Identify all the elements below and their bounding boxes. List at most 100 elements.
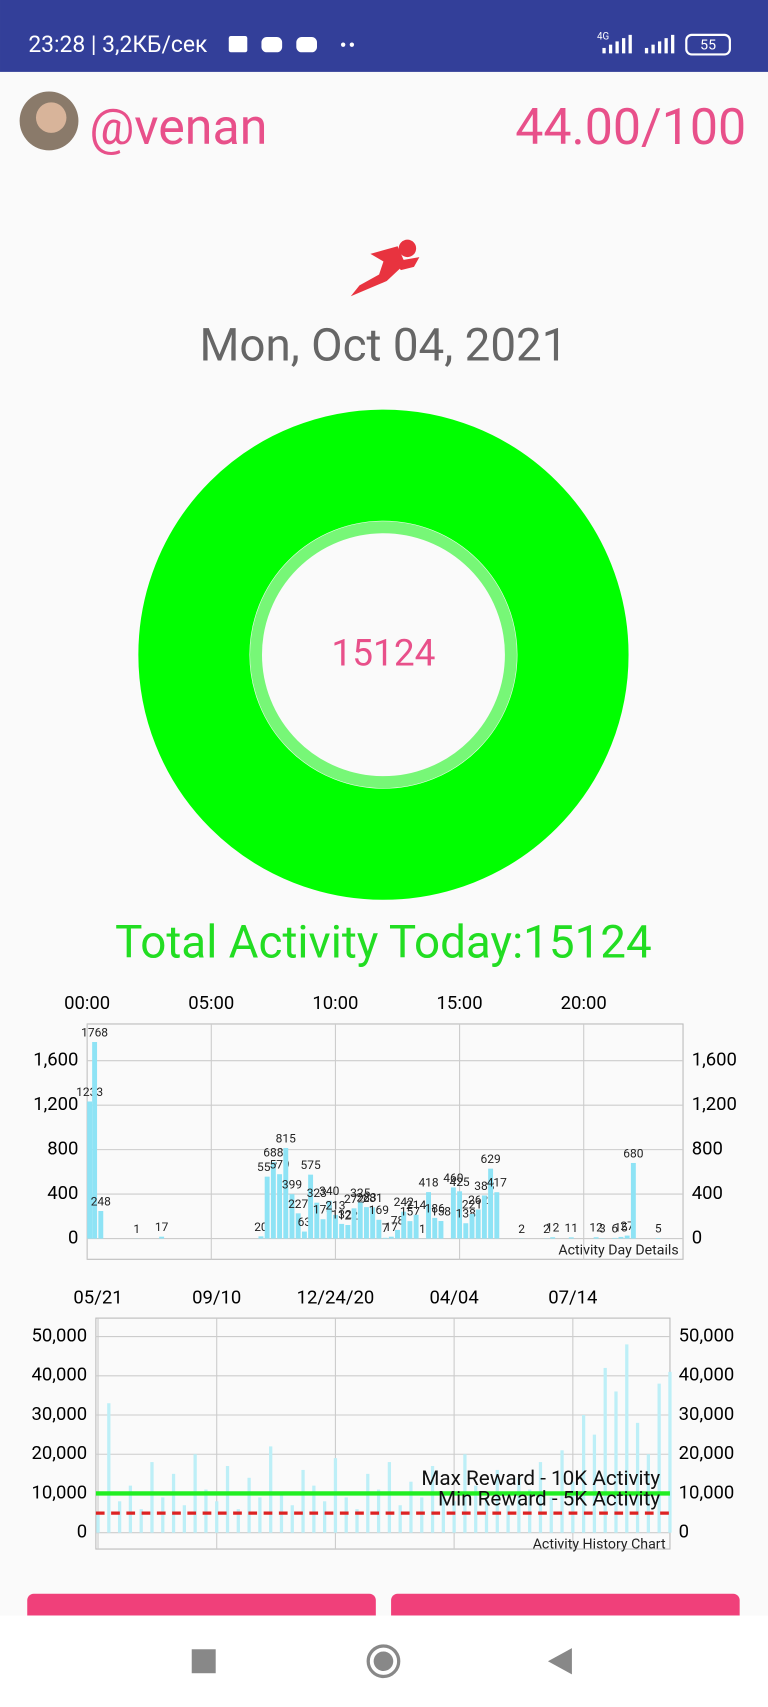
value-label: 158 (431, 1204, 451, 1218)
value-label: 227 (288, 1197, 308, 1211)
y-tick-label: 50,000 (32, 1324, 88, 1346)
chart-caption: Activity History Chart (533, 1536, 666, 1552)
y-tick-label: 400 (47, 1182, 78, 1204)
y2-tick-label: 400 (692, 1182, 723, 1204)
runner-icon (350, 239, 420, 297)
value-label: 323 (307, 1186, 327, 1200)
bar (395, 1229, 400, 1239)
value-label: 213 (325, 1198, 345, 1212)
bar (382, 1237, 388, 1239)
bar (98, 1211, 104, 1239)
bar (339, 1223, 345, 1239)
value-label: 575 (301, 1158, 321, 1172)
value-label: 17 (385, 1220, 399, 1234)
chart-caption: Activity Day Details (558, 1242, 678, 1258)
nav-home-dot (373, 1651, 394, 1672)
value-label: 12 (546, 1221, 560, 1235)
value-label: 1233 (76, 1085, 103, 1099)
network-type: 4G (597, 32, 609, 43)
bar (308, 1174, 314, 1239)
value-label: 425 (449, 1175, 469, 1189)
avatar-face (35, 102, 67, 133)
bar (161, 1497, 165, 1533)
nav-recent[interactable] (191, 1649, 216, 1674)
value-label: 815 (276, 1131, 296, 1145)
bar (258, 1236, 264, 1239)
nav-home[interactable] (366, 1644, 401, 1679)
bar (450, 1187, 456, 1239)
bar (366, 1473, 370, 1533)
bar (376, 1489, 381, 1533)
bar (326, 1200, 332, 1239)
y2-tick-label: 40,000 (679, 1364, 735, 1386)
value-label: 186 (425, 1201, 445, 1215)
reference-label: Min Reward - 5K Activity (438, 1487, 660, 1511)
bar (593, 1237, 599, 1239)
y2-tick-label: 50,000 (679, 1324, 735, 1346)
nav-back[interactable] (547, 1648, 572, 1675)
y-tick-label: 10,000 (32, 1481, 88, 1503)
x-tick-label: 00:00 (64, 992, 110, 1014)
bar (290, 1505, 294, 1533)
value-label: 248 (91, 1194, 111, 1208)
bar (517, 1477, 521, 1533)
bar (159, 1236, 165, 1239)
bar (270, 1162, 276, 1239)
value-label: 3 (599, 1222, 606, 1236)
bar (420, 1497, 424, 1533)
bar (655, 1238, 661, 1239)
bar (625, 1344, 629, 1533)
value-label: 20 (254, 1220, 268, 1234)
value-label: 340 (319, 1184, 339, 1198)
bar (413, 1214, 419, 1239)
bar (495, 1469, 499, 1533)
bar (426, 1192, 431, 1239)
total-activity: Total Activity Today:15124 (115, 917, 652, 970)
x-tick-label: 10:00 (312, 992, 358, 1014)
bar (441, 1493, 445, 1533)
value-label: 169 (369, 1203, 389, 1217)
value-label: 272 (344, 1192, 364, 1206)
y2-tick-label: 1,200 (692, 1093, 737, 1115)
y2-tick-label: 10,000 (679, 1481, 735, 1503)
bar (571, 1481, 575, 1533)
bar (182, 1505, 186, 1533)
bar (314, 1202, 320, 1239)
bar (87, 1101, 93, 1239)
value-label: 221 (462, 1197, 482, 1211)
value-label: 7 (382, 1221, 389, 1235)
bar (139, 1509, 143, 1533)
y2-tick-label: 30,000 (679, 1403, 735, 1425)
bar (301, 1469, 305, 1533)
bar (258, 1497, 262, 1533)
bar (387, 1462, 392, 1533)
bar (351, 1208, 357, 1239)
value-label: 325 (350, 1186, 370, 1200)
bar (457, 1191, 463, 1239)
bar (295, 1213, 301, 1239)
bar (128, 1485, 133, 1533)
bar (452, 1501, 456, 1533)
bar (323, 1501, 327, 1533)
bar (398, 1505, 402, 1533)
value-label: 281 (363, 1191, 383, 1205)
bar (469, 1214, 475, 1239)
y-tick-label: 20,000 (32, 1442, 88, 1464)
bar (283, 1147, 289, 1239)
bar (301, 1231, 307, 1239)
value-label: 1 (419, 1222, 426, 1236)
y2-tick-label: 1,600 (692, 1049, 737, 1071)
bar (481, 1195, 487, 1239)
bar (668, 1371, 672, 1533)
value-label: 242 (394, 1195, 414, 1209)
x-tick-label: 12/24/20 (297, 1286, 375, 1308)
bar (630, 1162, 636, 1239)
value-label: 688 (263, 1146, 283, 1160)
y-tick-label: 30,000 (32, 1403, 88, 1425)
bar (225, 1466, 230, 1533)
value-label: 27 (620, 1219, 634, 1233)
bar (312, 1485, 316, 1533)
battery-level: 55 (700, 37, 716, 53)
y-tick-label: 1,200 (33, 1093, 78, 1115)
value-label: 11 (565, 1221, 578, 1235)
